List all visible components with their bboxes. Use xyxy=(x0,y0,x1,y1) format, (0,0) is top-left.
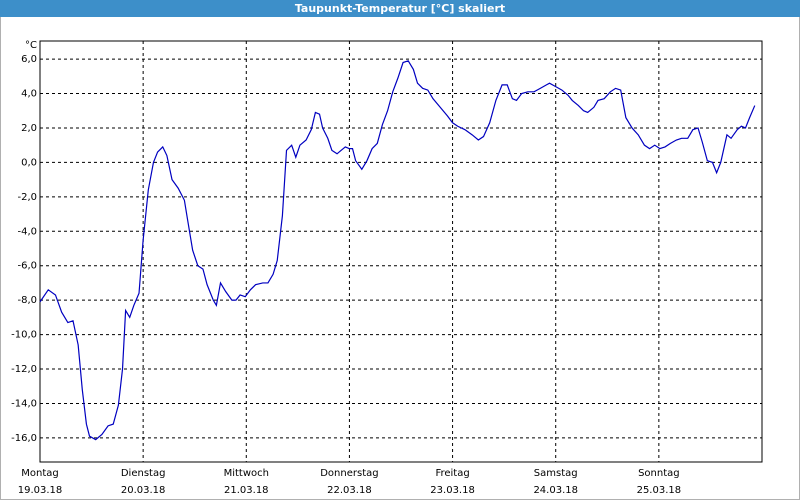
title-bar: Taupunkt-Temperatur [°C] skaliert xyxy=(0,0,800,17)
x-tick-label: Dienstag xyxy=(121,468,166,479)
y-tick-label: -12,0 xyxy=(11,364,37,375)
y-tick-label: -6,0 xyxy=(17,261,37,272)
x-tick-date: 23.03.18 xyxy=(430,485,475,496)
x-tick-date: 22.03.18 xyxy=(327,485,372,496)
x-tick-date: 19.03.18 xyxy=(18,485,63,496)
y-tick-label: 6,0 xyxy=(21,54,37,65)
y-tick-label: 4,0 xyxy=(21,89,37,100)
x-tick-label: Donnerstag xyxy=(320,468,378,479)
y-tick-label: -8,0 xyxy=(17,295,37,306)
x-tick-label: Samstag xyxy=(534,468,578,479)
plot-area xyxy=(39,40,763,463)
y-tick-label: -14,0 xyxy=(11,398,37,409)
x-tick-label: Montag xyxy=(21,468,58,479)
y-tick-label: -10,0 xyxy=(11,330,37,341)
data-line xyxy=(39,60,756,441)
x-tick-date: 21.03.18 xyxy=(224,485,269,496)
y-tick-label: 0,0 xyxy=(21,157,37,168)
y-tick-label: -16,0 xyxy=(11,433,37,444)
x-tick-label: Mittwoch xyxy=(224,468,269,479)
y-unit: °C xyxy=(25,40,37,51)
x-tick-label: Sonntag xyxy=(638,468,680,479)
y-tick-label: 2,0 xyxy=(21,123,37,134)
x-tick-date: 24.03.18 xyxy=(533,485,578,496)
x-tick-label: Freitag xyxy=(435,468,469,479)
x-tick-date: 20.03.18 xyxy=(121,485,166,496)
x-tick-date: 25.03.18 xyxy=(637,485,682,496)
y-tick-label: -2,0 xyxy=(17,192,37,203)
y-tick-label: -4,0 xyxy=(17,226,37,237)
